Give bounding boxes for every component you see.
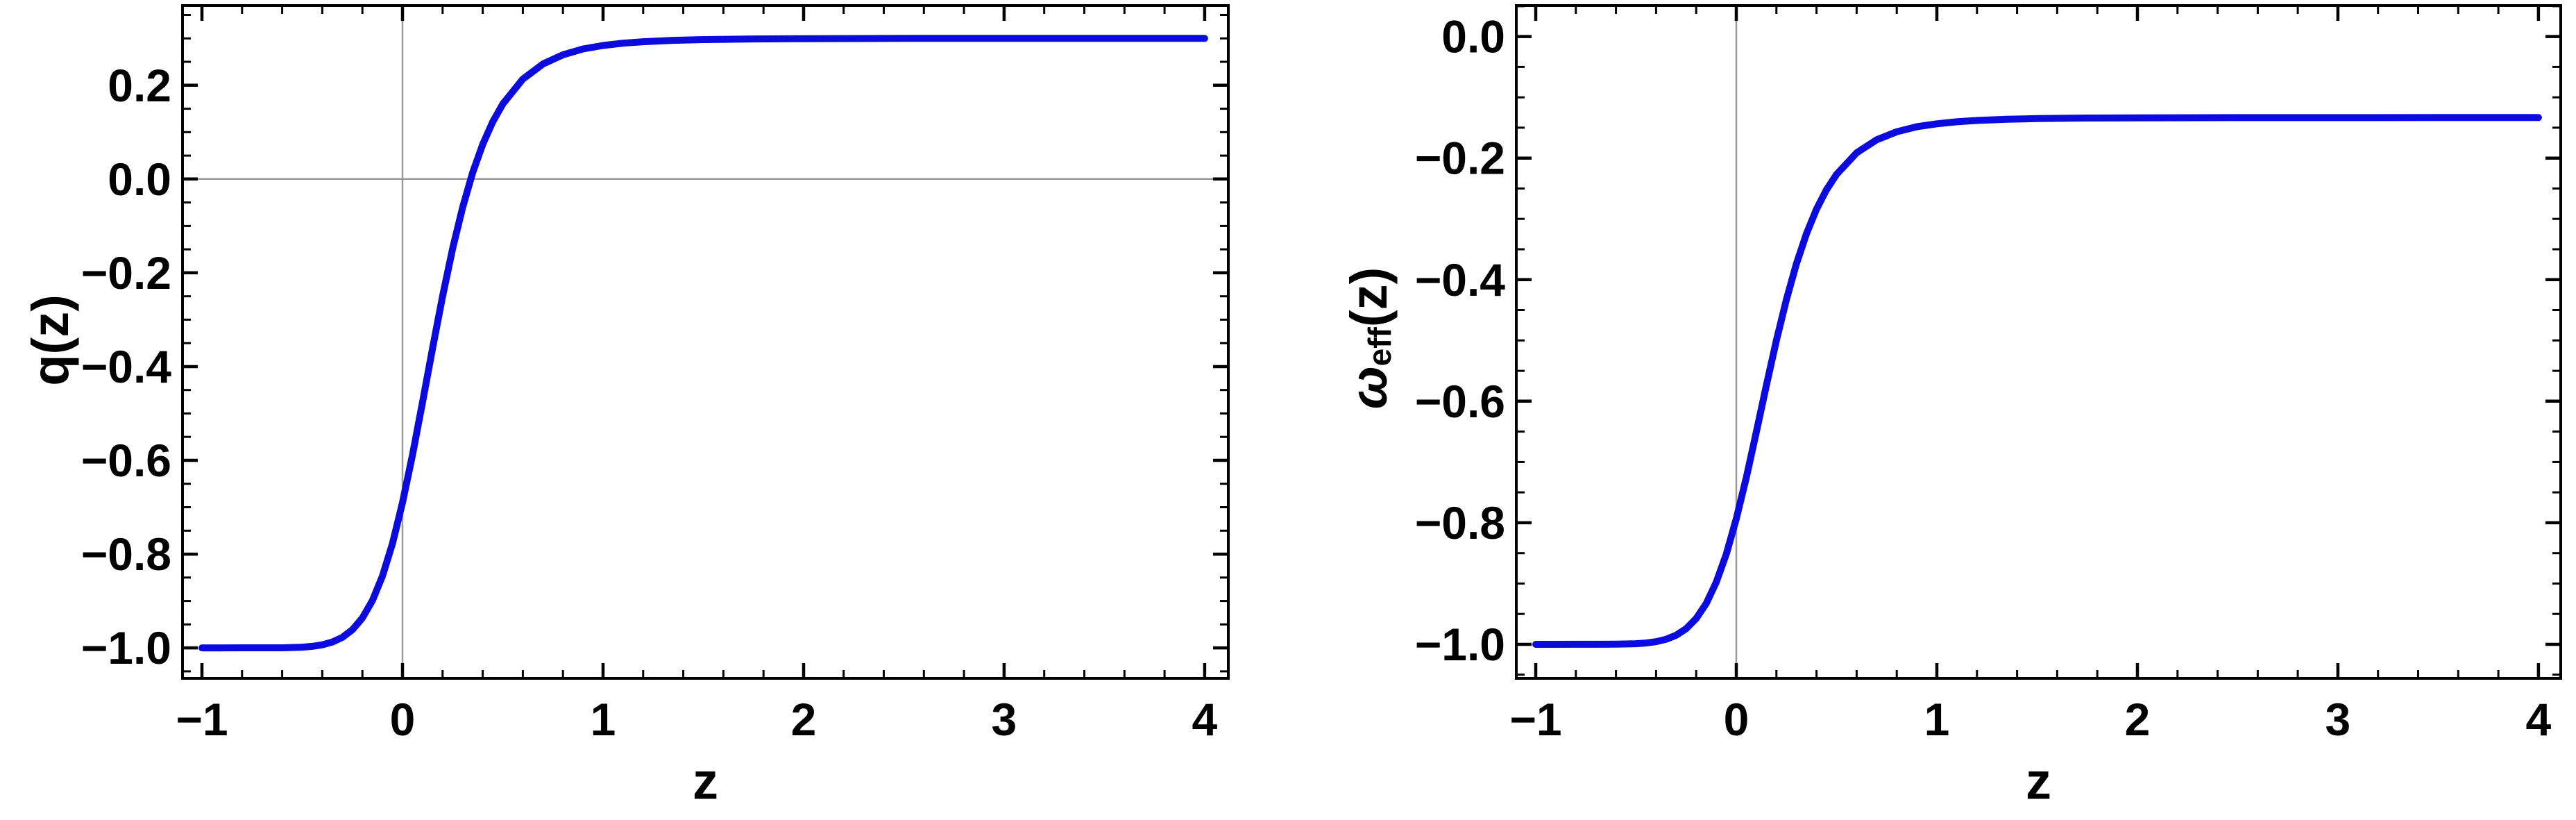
q-plot-y-axis-label: q(z) [22, 294, 79, 386]
q-plot-frame [181, 4, 1230, 680]
y-tick-label: −1.0 [1415, 619, 1505, 670]
y-axis-label-part: ω [1340, 366, 1398, 409]
x-tick-label: 4 [2526, 694, 2552, 745]
y-tick-label: −0.8 [81, 528, 171, 580]
y-tick-label: 0.0 [108, 153, 171, 205]
x-tick-label: 0 [390, 694, 416, 745]
y-tick-label: −0.4 [81, 341, 172, 392]
y-tick-label: −1.0 [81, 622, 171, 673]
y-tick-label: 0.2 [108, 60, 171, 111]
x-tick-label: −1 [176, 694, 228, 745]
omega-eff-plot-frame [1515, 4, 2562, 680]
x-tick-label: 4 [1192, 694, 1218, 745]
y-tick-label: 0.0 [1441, 11, 1505, 62]
x-tick-label: 3 [2325, 694, 2351, 745]
omega-eff-plot-y-axis-label: ωeff(z) [1340, 267, 1398, 409]
y-axis-label-part: eff [1362, 326, 1398, 366]
y-tick-label: −0.4 [1415, 254, 1506, 306]
omega-eff-plot-panel: −1 0 1 2 3 4 0.0 −0.2 −0.4 −0.6 −0.8 −1.0 z ωeff(z) [1340, 4, 2562, 810]
x-tick-label: 2 [2125, 694, 2151, 745]
y-axis-label-part: q(z) [22, 294, 79, 386]
x-tick-label: 2 [791, 694, 817, 745]
q-plot-x-axis-label: z [693, 753, 718, 810]
q-plot-curve [198, 35, 1208, 652]
x-tick-label: 1 [1924, 694, 1950, 745]
y-tick-label: −0.2 [1415, 133, 1505, 184]
y-tick-label: −0.6 [81, 435, 171, 486]
x-tick-label: 1 [591, 694, 616, 745]
x-tick-label: 0 [1724, 694, 1749, 745]
x-tick-label: −1 [1509, 694, 1561, 745]
y-tick-label: −0.2 [81, 247, 171, 299]
omega-eff-plot-x-axis-label: z [2026, 753, 2051, 810]
y-tick-label: −0.6 [1415, 376, 1505, 427]
x-tick-label: 3 [992, 694, 1017, 745]
q-plot-panel: −1 0 1 2 3 4 0.2 0.0 −0.2 −0.4 −0.6 −0.8 −1.0 z q(z) [22, 4, 1230, 810]
y-tick-label: −0.8 [1415, 497, 1505, 549]
y-axis-label-part: (z) [1340, 267, 1398, 327]
omega-eff-plot-curve [1532, 114, 2542, 648]
